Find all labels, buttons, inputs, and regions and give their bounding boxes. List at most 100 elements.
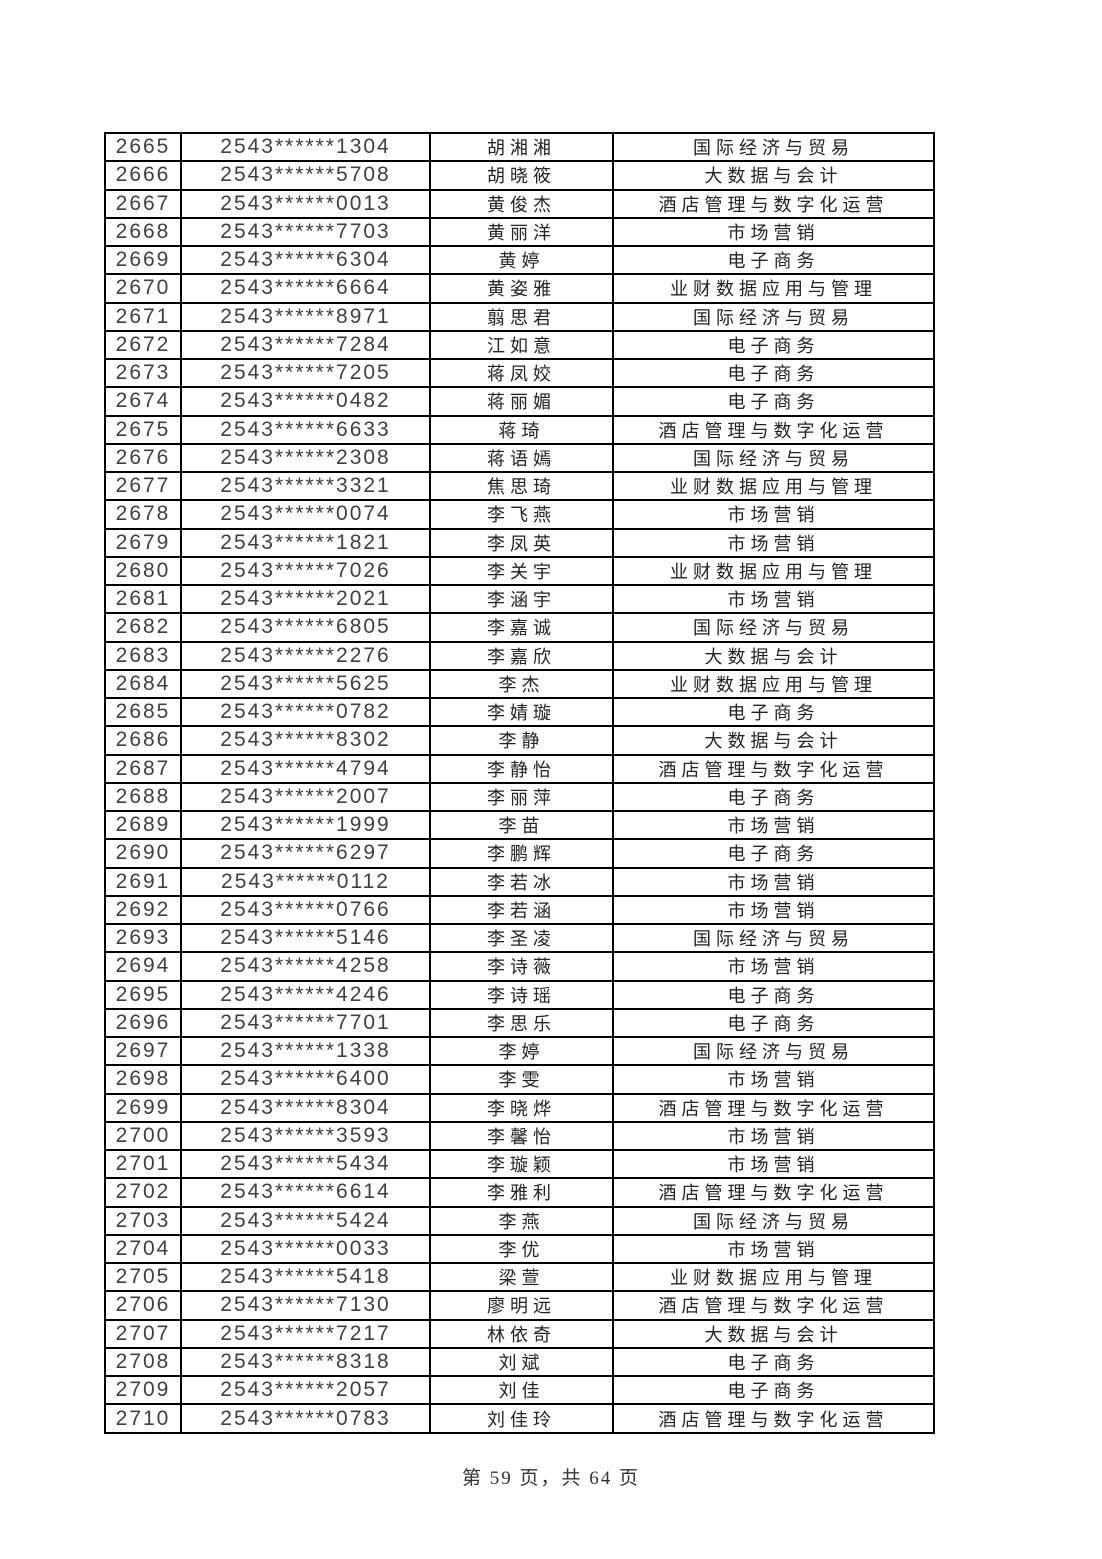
name-cell: 蒋语嫣 <box>429 442 614 474</box>
seq-cell: 2677 <box>104 470 182 502</box>
seq-cell: 2692 <box>104 894 182 926</box>
exam-id-cell: 2543******8318 <box>180 1346 431 1378</box>
major-cell: 国际经济与贸易 <box>612 922 935 954</box>
table-row: 2697 2543******1338 李婷 国际经济与贸易 <box>104 1035 935 1067</box>
name-cell: 刘佳 <box>429 1374 614 1406</box>
table-row: 2698 2543******6400 李雯 市场营销 <box>104 1064 935 1095</box>
name-cell: 李杰 <box>429 668 614 700</box>
seq-cell: 2701 <box>104 1148 182 1180</box>
seq-cell: 2682 <box>104 612 182 643</box>
table-row: 2674 2543******0482 蒋丽媚 电子商务 <box>104 386 935 417</box>
seq-cell: 2710 <box>104 1403 182 1434</box>
table-row: 2709 2543******2057 刘佳 电子商务 <box>104 1374 935 1406</box>
name-cell: 胡晓筱 <box>429 160 614 191</box>
name-cell: 李涵宇 <box>429 583 614 615</box>
name-cell: 蒋凤姣 <box>429 357 614 389</box>
seq-cell: 2702 <box>104 1177 182 1208</box>
name-cell: 李婷 <box>429 1035 614 1067</box>
exam-id-cell: 2543******5424 <box>180 1205 431 1236</box>
major-cell: 酒店管理与数字化运营 <box>612 1403 935 1434</box>
seq-cell: 2699 <box>104 1092 182 1123</box>
table-row: 2693 2543******5146 李圣凌 国际经济与贸易 <box>104 922 935 954</box>
name-cell: 李优 <box>429 1233 614 1265</box>
exam-id-cell: 2543******4794 <box>180 753 431 784</box>
exam-id-cell: 2543******0013 <box>180 188 431 219</box>
table-row: 2702 2543******6614 李雅利 酒店管理与数字化运营 <box>104 1177 935 1208</box>
major-cell: 市场营销 <box>612 866 935 897</box>
seq-cell: 2697 <box>104 1035 182 1067</box>
major-cell: 业财数据应用与管理 <box>612 668 935 700</box>
seq-cell: 2672 <box>104 329 182 361</box>
name-cell: 刘佳玲 <box>429 1403 614 1434</box>
name-cell: 李嘉欣 <box>429 640 614 671</box>
major-cell: 大数据与会计 <box>612 1318 935 1349</box>
major-cell: 市场营销 <box>612 894 935 926</box>
major-cell: 酒店管理与数字化运营 <box>612 414 935 445</box>
name-cell: 江如意 <box>429 329 614 361</box>
exam-id-cell: 2543******7701 <box>180 1007 431 1039</box>
major-cell: 市场营销 <box>612 1148 935 1180</box>
name-cell: 刘斌 <box>429 1346 614 1378</box>
seq-cell: 2680 <box>104 555 182 587</box>
table-row: 2701 2543******5434 李璇颖 市场营销 <box>104 1148 935 1180</box>
major-cell: 市场营销 <box>612 499 935 530</box>
seq-cell: 2688 <box>104 781 182 813</box>
table-row: 2685 2543******0782 李婧璇 电子商务 <box>104 696 935 728</box>
name-cell: 李鹏辉 <box>429 838 614 869</box>
table-row: 2696 2543******7701 李思乐 电子商务 <box>104 1007 935 1039</box>
seq-cell: 2691 <box>104 866 182 897</box>
major-cell: 电子商务 <box>612 386 935 417</box>
exam-id-cell: 2543******3321 <box>180 470 431 502</box>
table-row: 2667 2543******0013 黄俊杰 酒店管理与数字化运营 <box>104 188 935 219</box>
major-cell: 国际经济与贸易 <box>612 1205 935 1236</box>
name-cell: 李璇颖 <box>429 1148 614 1180</box>
name-cell: 李静怡 <box>429 753 614 784</box>
exam-id-cell: 2543******2276 <box>180 640 431 671</box>
name-cell: 黄俊杰 <box>429 188 614 219</box>
table-row: 2666 2543******5708 胡晓筱 大数据与会计 <box>104 160 935 191</box>
seq-cell: 2687 <box>104 753 182 784</box>
name-cell: 李关宇 <box>429 555 614 587</box>
exam-id-cell: 2543******0783 <box>180 1403 431 1434</box>
major-cell: 酒店管理与数字化运营 <box>612 1092 935 1123</box>
name-cell: 李苗 <box>429 809 614 841</box>
name-cell: 李馨怡 <box>429 1120 614 1152</box>
exam-id-cell: 2543******6304 <box>180 244 431 276</box>
seq-cell: 2678 <box>104 499 182 530</box>
exam-id-cell: 2543******5625 <box>180 668 431 700</box>
name-cell: 蒋丽媚 <box>429 386 614 417</box>
table-row: 2673 2543******7205 蒋凤姣 电子商务 <box>104 357 935 389</box>
major-cell: 电子商务 <box>612 244 935 276</box>
exam-id-cell: 2543******0766 <box>180 894 431 926</box>
table-row: 2689 2543******1999 李苗 市场营销 <box>104 809 935 841</box>
seq-cell: 2675 <box>104 414 182 445</box>
major-cell: 业财数据应用与管理 <box>612 470 935 502</box>
exam-id-cell: 2543******3593 <box>180 1120 431 1152</box>
table-row: 2676 2543******2308 蒋语嫣 国际经济与贸易 <box>104 442 935 474</box>
exam-id-cell: 2543******6400 <box>180 1064 431 1095</box>
name-cell: 蒋琦 <box>429 414 614 445</box>
table-row: 2708 2543******8318 刘斌 电子商务 <box>104 1346 935 1378</box>
exam-id-cell: 2543******4258 <box>180 951 431 982</box>
exam-id-cell: 2543******0074 <box>180 499 431 530</box>
table-row: 2688 2543******2007 李丽萍 电子商务 <box>104 781 935 813</box>
table-row: 2683 2543******2276 李嘉欣 大数据与会计 <box>104 640 935 671</box>
name-cell: 翦思君 <box>429 301 614 332</box>
name-cell: 李静 <box>429 725 614 756</box>
major-cell: 电子商务 <box>612 1374 935 1406</box>
table-row: 2690 2543******6297 李鹏辉 电子商务 <box>104 838 935 869</box>
exam-id-cell: 2543******1999 <box>180 809 431 841</box>
exam-id-cell: 2543******7703 <box>180 216 431 248</box>
table-row: 2705 2543******5418 梁萱 业财数据应用与管理 <box>104 1261 935 1293</box>
name-cell: 李若涵 <box>429 894 614 926</box>
seq-cell: 2669 <box>104 244 182 276</box>
exam-id-cell: 2543******7284 <box>180 329 431 361</box>
exam-id-cell: 2543******0112 <box>180 866 431 897</box>
table-row: 2687 2543******4794 李静怡 酒店管理与数字化运营 <box>104 753 935 784</box>
seq-cell: 2698 <box>104 1064 182 1095</box>
roster-table-body: 2665 2543******1304 胡湘湘 国际经济与贸易 2666 2543****… <box>104 131 935 1434</box>
exam-id-cell: 2543******5146 <box>180 922 431 954</box>
seq-cell: 2676 <box>104 442 182 474</box>
name-cell: 黄婷 <box>429 244 614 276</box>
